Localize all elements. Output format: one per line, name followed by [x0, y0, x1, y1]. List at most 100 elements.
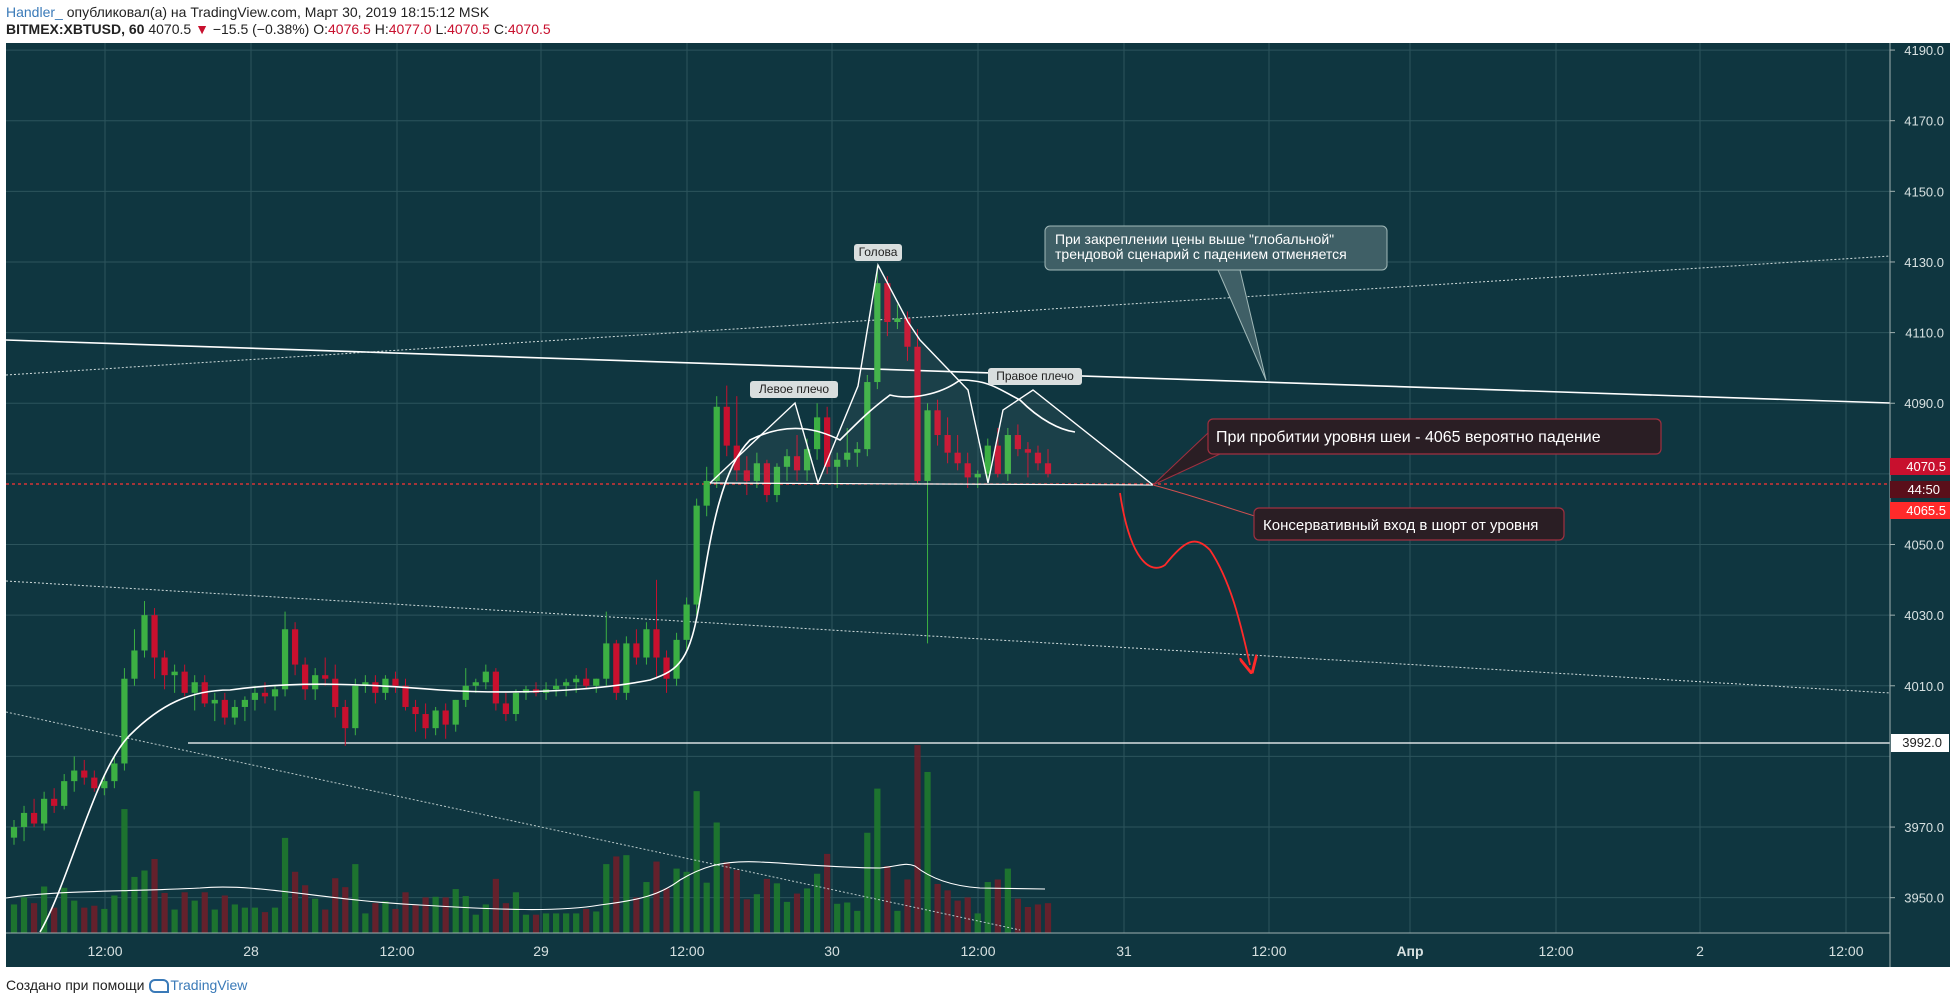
candle-body	[161, 657, 168, 676]
volume-bar	[412, 905, 419, 933]
candle-body	[854, 449, 861, 453]
tradingview-link[interactable]: TradingView	[170, 977, 248, 993]
candle-body	[864, 382, 871, 450]
volume-bar	[773, 883, 781, 933]
candle-body	[181, 671, 188, 693]
candle-body	[1044, 463, 1052, 474]
volume-bar	[522, 914, 530, 933]
time-tick-label: 12:00	[1538, 943, 1573, 959]
upper-channel-line[interactable]	[6, 255, 1890, 376]
support-badge	[1891, 734, 1949, 752]
candle-body	[51, 798, 58, 806]
volume-bar	[783, 901, 791, 933]
candle-body	[121, 678, 128, 764]
candle-body	[773, 466, 781, 496]
volume-bar	[763, 878, 771, 933]
volume-bar	[964, 897, 971, 933]
time-tick-label: Апр	[1396, 943, 1423, 959]
candle-body	[472, 682, 479, 686]
time-tick-label: 12:00	[960, 943, 995, 959]
price-axis[interactable]: 4190.0 4170.0 4150.0 4130.0 4110.0 4090.0 4050…	[1889, 43, 1950, 967]
chart-header-ohlc: BITMEX:XBTUSD, 60 4070.5 ▼ −15.5 (−0.38%…	[6, 21, 551, 37]
volume-bar	[151, 859, 158, 933]
volume-bar	[1024, 907, 1032, 933]
price-tick-label: 4110.0	[1905, 326, 1944, 341]
neck-break-callout[interactable]	[1207, 418, 1662, 455]
candle-body	[974, 473, 981, 478]
candle-body	[884, 283, 891, 323]
candle-body	[563, 682, 570, 686]
time-axis[interactable]: 12:00 28 12:00 29 12:00 30 12:00 31 12:00 Апр 12:0…	[6, 932, 1890, 959]
volume-bar	[532, 914, 540, 933]
volume-bar	[653, 861, 660, 933]
candle-body	[904, 318, 911, 347]
pattern-labels: Голова Левое плечо Правое плечо	[750, 244, 1082, 398]
volume-bar	[382, 901, 389, 933]
global-trend-callout[interactable]	[1044, 225, 1388, 271]
candle-body	[813, 417, 821, 450]
left-shoulder-box	[750, 381, 838, 398]
global-trend-text-1: При закреплении цены выше "глобальной"	[1055, 231, 1334, 247]
volume-bar	[563, 913, 570, 933]
volume-bar	[181, 892, 188, 933]
candle-body	[954, 452, 961, 464]
volume-bar	[583, 908, 590, 933]
candle-body	[934, 410, 941, 436]
candle-body	[151, 615, 158, 658]
candle-body	[984, 445, 991, 474]
short-entry-callout[interactable]	[1253, 507, 1565, 541]
volume-bar	[51, 907, 58, 933]
candle-body	[703, 480, 710, 506]
candle-body	[663, 657, 670, 679]
candle-body	[723, 406, 730, 446]
volume-bar	[482, 904, 489, 933]
price-change: −15.5 (−0.38%)	[212, 21, 310, 37]
forecast-arrow[interactable]	[1119, 492, 1250, 665]
candle-body	[743, 470, 750, 481]
candle-body	[683, 604, 690, 640]
volume-bar	[221, 895, 228, 933]
time-tick-label: 29	[533, 943, 549, 959]
volume-bar	[693, 791, 700, 933]
candle-body	[1024, 449, 1032, 453]
volume-bar	[141, 870, 148, 933]
short-entry-text: Консервативный вход в шорт от уровня	[1263, 517, 1538, 534]
volume-bar	[312, 898, 319, 933]
author-name[interactable]: Handler_	[6, 4, 63, 20]
close-label: C:	[493, 21, 508, 37]
long-trend-line[interactable]	[6, 711, 1021, 931]
candle-body	[251, 692, 259, 700]
time-tick-label: 12:00	[379, 943, 414, 959]
volume-bar	[291, 871, 299, 933]
candle-body	[964, 463, 971, 478]
volume-bar	[834, 903, 841, 933]
candle-body	[824, 417, 831, 467]
lower-channel-line[interactable]	[6, 580, 1890, 694]
volume-bar	[623, 855, 630, 933]
candle-body	[442, 710, 449, 725]
volume-bar	[573, 913, 580, 933]
volume-bar	[392, 908, 399, 933]
volume-bar	[824, 853, 831, 933]
volume-bar	[854, 910, 861, 933]
candle-body	[753, 463, 760, 481]
left-shoulder-label: Левое плечо	[759, 382, 829, 396]
volume-bar	[1044, 903, 1052, 933]
candle-body	[362, 682, 369, 686]
volume-bar	[211, 909, 218, 933]
time-tick-label: 12:00	[87, 943, 122, 959]
volume-bar	[512, 892, 520, 933]
candle-body	[342, 706, 349, 729]
candle-body	[332, 678, 339, 707]
volume-bar	[322, 909, 329, 933]
time-tick-label: 31	[1116, 943, 1132, 959]
candle-body	[593, 678, 600, 686]
ma-price-line	[39, 379, 1076, 933]
candle-body	[281, 629, 289, 690]
global-trend-line[interactable]	[6, 339, 1890, 404]
trend-lines	[6, 255, 1890, 931]
head-shoulders-outline[interactable]	[709, 262, 1154, 486]
price-tick-label: 4050.0	[1904, 538, 1944, 553]
low-label: L:	[435, 21, 448, 37]
